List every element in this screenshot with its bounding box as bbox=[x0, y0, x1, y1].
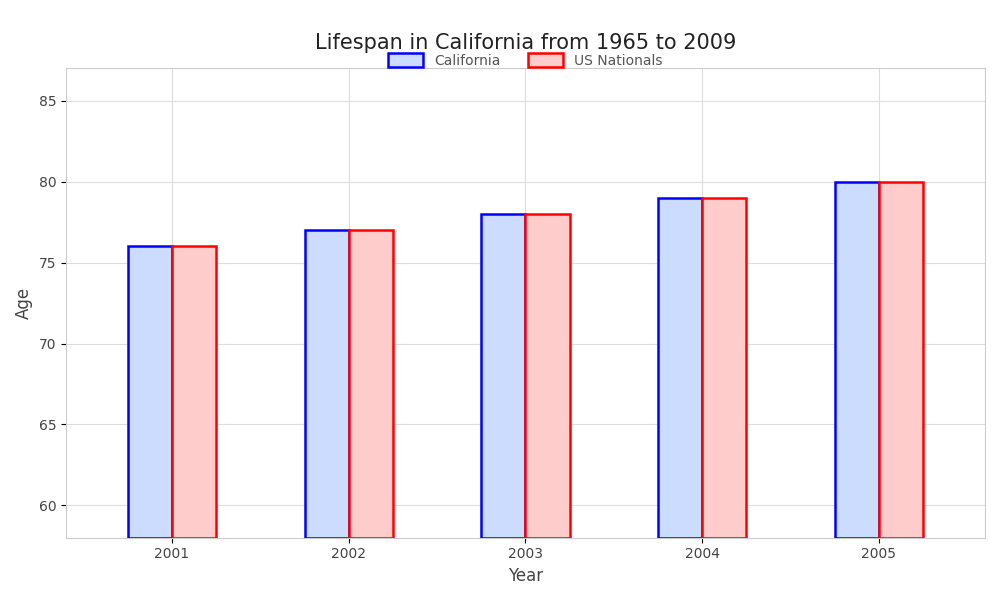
Bar bbox=[172, 247, 216, 538]
Bar bbox=[349, 230, 393, 538]
Bar bbox=[481, 214, 525, 538]
Bar bbox=[879, 182, 923, 538]
Bar bbox=[305, 230, 349, 538]
X-axis label: Year: Year bbox=[508, 567, 543, 585]
Bar bbox=[525, 214, 570, 538]
Bar bbox=[835, 182, 879, 538]
Legend: California, US Nationals: California, US Nationals bbox=[383, 47, 668, 73]
Y-axis label: Age: Age bbox=[15, 287, 33, 319]
Bar bbox=[702, 198, 746, 538]
Title: Lifespan in California from 1965 to 2009: Lifespan in California from 1965 to 2009 bbox=[315, 33, 736, 53]
Bar bbox=[128, 247, 172, 538]
Bar bbox=[658, 198, 702, 538]
